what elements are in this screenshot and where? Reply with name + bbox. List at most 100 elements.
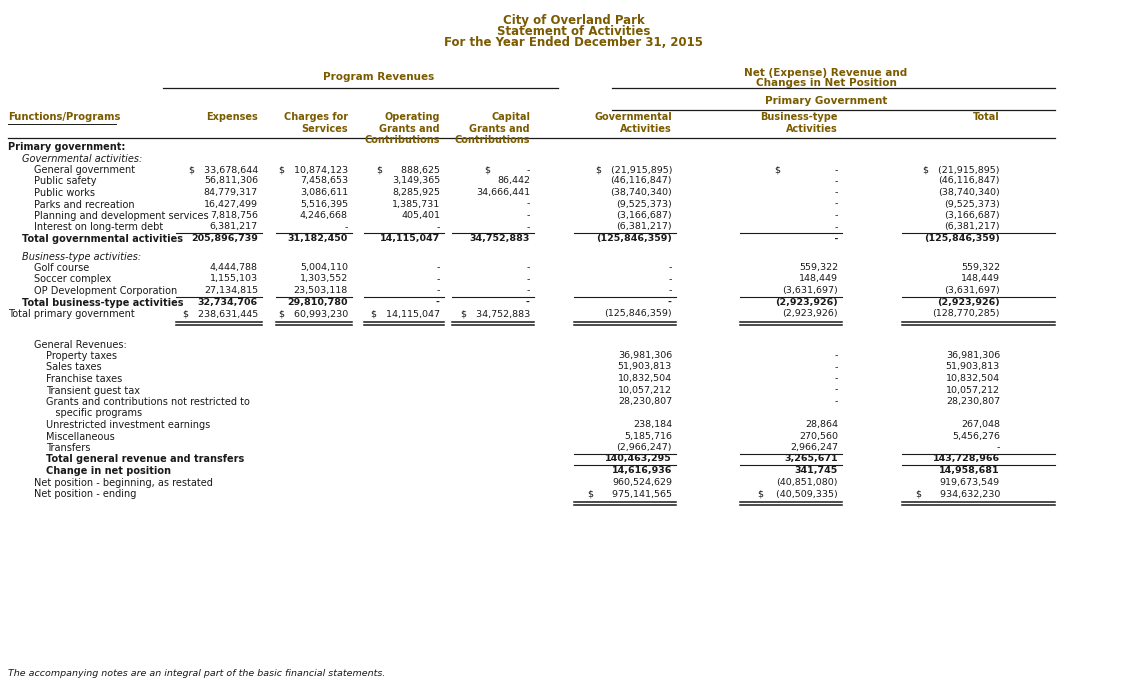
Text: -: -	[385, 297, 440, 306]
Text: Business-type
Activities: Business-type Activities	[760, 112, 838, 134]
Text: $   33,678,644: $ 33,678,644	[188, 165, 258, 174]
Text: Planning and development services: Planning and development services	[34, 211, 209, 221]
Text: 32,734,706: 32,734,706	[197, 297, 258, 306]
Text: -: -	[389, 286, 440, 295]
Text: $   238,631,445: $ 238,631,445	[183, 309, 258, 318]
Text: Total governmental activities: Total governmental activities	[22, 234, 183, 244]
Text: 7,458,653: 7,458,653	[300, 177, 348, 186]
Text: (125,846,359): (125,846,359)	[924, 234, 1000, 243]
Text: (3,631,697): (3,631,697)	[945, 286, 1000, 295]
Text: Franchise taxes: Franchise taxes	[46, 374, 122, 384]
Text: 960,524,629: 960,524,629	[612, 477, 672, 486]
Text: Net position - ending: Net position - ending	[34, 489, 137, 499]
Text: -: -	[776, 234, 838, 243]
Text: Changes in Net Position: Changes in Net Position	[755, 78, 897, 88]
Text: -: -	[479, 263, 530, 272]
Text: -: -	[781, 177, 838, 186]
Text: Total primary government: Total primary government	[8, 309, 134, 319]
Text: 28,230,807: 28,230,807	[618, 397, 672, 406]
Text: Public works: Public works	[34, 188, 95, 198]
Text: 36,981,306: 36,981,306	[618, 351, 672, 360]
Text: Interest on long-term debt: Interest on long-term debt	[34, 222, 163, 233]
Text: (128,770,285): (128,770,285)	[932, 309, 1000, 318]
Text: 5,004,110: 5,004,110	[300, 263, 348, 272]
Text: Transfers: Transfers	[46, 443, 91, 453]
Text: 6,381,217: 6,381,217	[210, 222, 258, 232]
Text: -: -	[616, 297, 672, 306]
Text: (40,851,080): (40,851,080)	[776, 477, 838, 486]
Text: 5,516,395: 5,516,395	[300, 199, 348, 208]
Text: Miscellaneous: Miscellaneous	[46, 431, 115, 442]
Text: -: -	[479, 211, 530, 220]
Text: 8,285,925: 8,285,925	[391, 188, 440, 197]
Text: $      934,632,230: $ 934,632,230	[916, 489, 1000, 498]
Text: Parks and recreation: Parks and recreation	[34, 199, 134, 210]
Text: 34,666,441: 34,666,441	[476, 188, 530, 197]
Text: 4,444,788: 4,444,788	[210, 263, 258, 272]
Text: $   34,752,883: $ 34,752,883	[460, 309, 530, 318]
Text: OP Development Corporation: OP Development Corporation	[34, 286, 177, 296]
Text: (3,166,687): (3,166,687)	[616, 211, 672, 220]
Text: 51,903,813: 51,903,813	[618, 362, 672, 371]
Text: -: -	[781, 374, 838, 383]
Text: 3,086,611: 3,086,611	[300, 188, 348, 197]
Text: $   10,874,123: $ 10,874,123	[279, 165, 348, 174]
Text: 29,810,780: 29,810,780	[287, 297, 348, 306]
Text: Total: Total	[974, 112, 1000, 122]
Text: $      888,625: $ 888,625	[377, 165, 440, 174]
Text: (46,116,847): (46,116,847)	[939, 177, 1000, 186]
Text: $            -: $ -	[484, 165, 530, 174]
Text: Statement of Activities: Statement of Activities	[497, 25, 651, 38]
Text: 238,184: 238,184	[633, 420, 672, 429]
Text: $                  -: $ -	[775, 165, 838, 174]
Text: $    (40,509,335): $ (40,509,335)	[758, 489, 838, 498]
Text: 919,673,549: 919,673,549	[940, 477, 1000, 486]
Text: 559,322: 559,322	[799, 263, 838, 272]
Text: (6,381,217): (6,381,217)	[616, 222, 672, 232]
Text: 4,246,668: 4,246,668	[300, 211, 348, 220]
Text: 34,752,883: 34,752,883	[470, 234, 530, 243]
Text: 10,057,212: 10,057,212	[946, 386, 1000, 395]
Text: -: -	[621, 275, 672, 284]
Text: (38,740,340): (38,740,340)	[611, 188, 672, 197]
Text: $   (21,915,895): $ (21,915,895)	[596, 165, 672, 174]
Text: (2,966,247): (2,966,247)	[616, 443, 672, 452]
Text: 28,864: 28,864	[805, 420, 838, 429]
Text: Operating
Grants and
Contributions: Operating Grants and Contributions	[365, 112, 440, 145]
Text: -: -	[781, 362, 838, 371]
Text: -: -	[781, 188, 838, 197]
Text: -: -	[781, 199, 838, 208]
Text: General government: General government	[34, 165, 135, 175]
Text: (125,846,359): (125,846,359)	[596, 234, 672, 243]
Text: 1,155,103: 1,155,103	[210, 275, 258, 284]
Text: Change in net position: Change in net position	[46, 466, 171, 476]
Text: 31,182,450: 31,182,450	[288, 234, 348, 243]
Text: Capital
Grants and
Contributions: Capital Grants and Contributions	[455, 112, 530, 145]
Text: -: -	[389, 263, 440, 272]
Text: $   14,115,047: $ 14,115,047	[371, 309, 440, 318]
Text: (46,116,847): (46,116,847)	[611, 177, 672, 186]
Text: Total general revenue and transfers: Total general revenue and transfers	[46, 455, 245, 464]
Text: Primary Government: Primary Government	[765, 96, 887, 106]
Text: Governmental
Activities: Governmental Activities	[595, 112, 672, 134]
Text: Charges for
Services: Charges for Services	[284, 112, 348, 134]
Text: 205,896,739: 205,896,739	[191, 234, 258, 243]
Text: -: -	[389, 222, 440, 232]
Text: (9,525,373): (9,525,373)	[945, 199, 1000, 208]
Text: 28,230,807: 28,230,807	[946, 397, 1000, 406]
Text: (2,923,926): (2,923,926)	[783, 309, 838, 318]
Text: 14,115,047: 14,115,047	[380, 234, 440, 243]
Text: 148,449: 148,449	[799, 275, 838, 284]
Text: -: -	[781, 397, 838, 406]
Text: 51,903,813: 51,903,813	[946, 362, 1000, 371]
Text: $      975,141,565: $ 975,141,565	[588, 489, 672, 498]
Text: 267,048: 267,048	[961, 420, 1000, 429]
Text: (2,923,926): (2,923,926)	[937, 297, 1000, 306]
Text: Unrestricted investment earnings: Unrestricted investment earnings	[46, 420, 210, 430]
Text: (125,846,359): (125,846,359)	[604, 309, 672, 318]
Text: 3,265,671: 3,265,671	[784, 455, 838, 464]
Text: -: -	[389, 275, 440, 284]
Text: $   (21,915,895): $ (21,915,895)	[923, 165, 1000, 174]
Text: 1,385,731: 1,385,731	[391, 199, 440, 208]
Text: -: -	[621, 263, 672, 272]
